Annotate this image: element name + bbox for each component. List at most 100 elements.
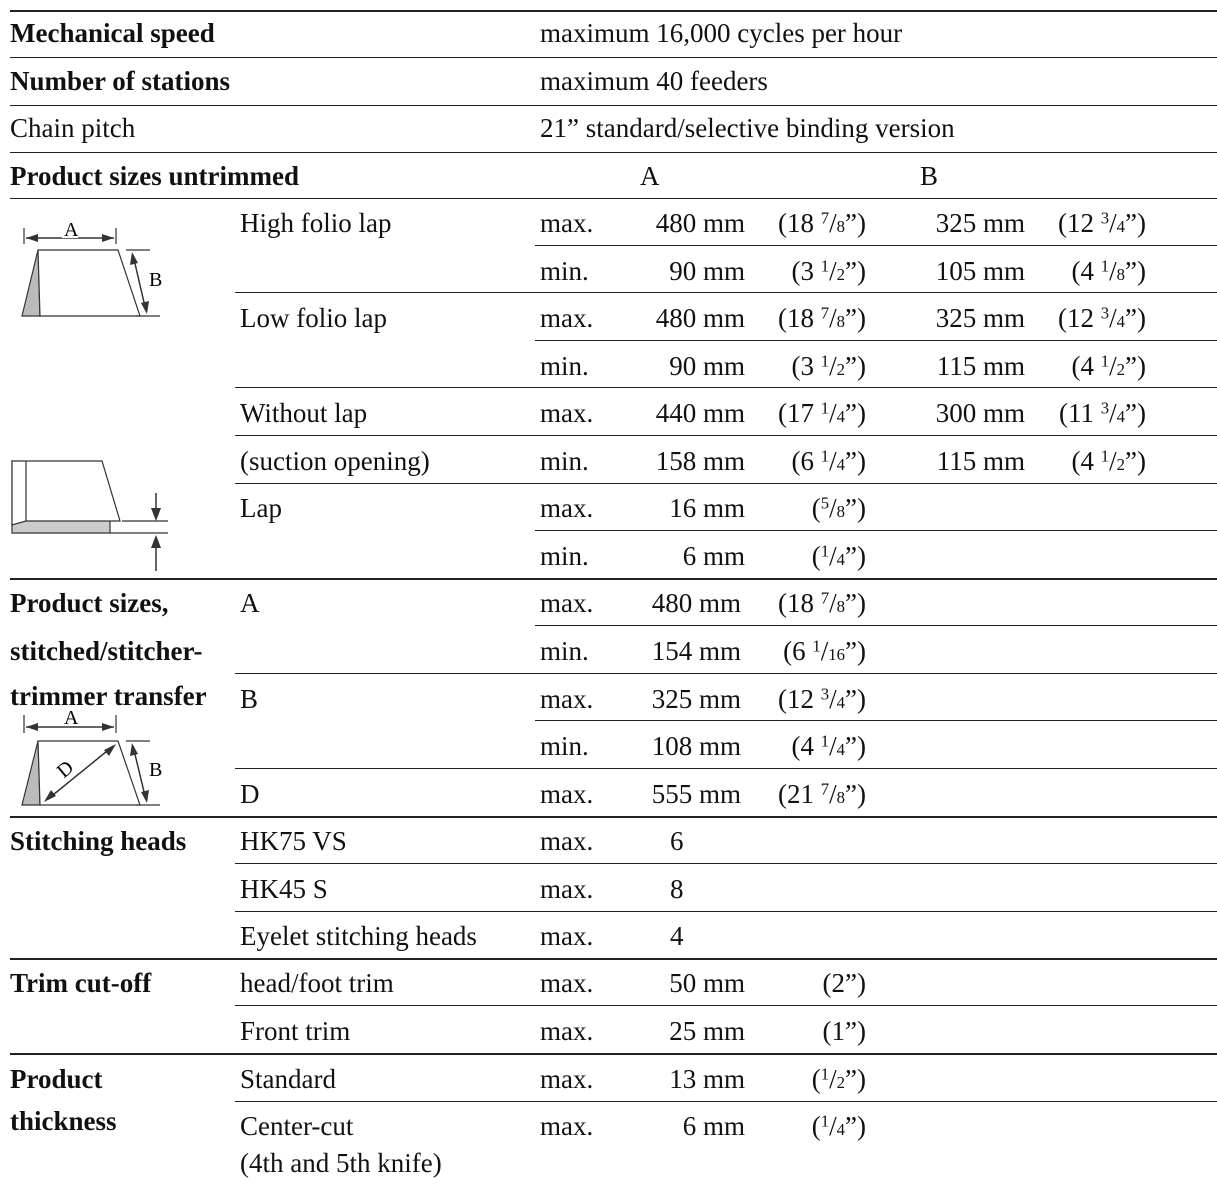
eyelet-label: Eyelet stitching heads [240, 921, 477, 951]
min-label: min. [540, 446, 589, 476]
stations-label: Number of stations [10, 66, 231, 96]
high-folio-lap-label: High folio lap [240, 208, 392, 238]
stitched-value-inch: (4 1/4”) [791, 731, 867, 761]
max-label: max. [540, 588, 594, 618]
mechanical-speed-value: maximum 16,000 cycles per hour [540, 18, 903, 48]
rule [10, 57, 1217, 58]
value-a-mm: 90 mm [669, 256, 745, 286]
stitched-value-mm: 325 mm [651, 684, 741, 714]
stitched-value-inch: (12 3/4”) [778, 684, 866, 714]
center-cut-label: Center-cut [240, 1111, 354, 1141]
stitched-value-mm: 154 mm [651, 636, 741, 666]
max-label: max. [540, 826, 594, 856]
value-b-inch: (4 1/2”) [1071, 446, 1147, 476]
dimension-a-label: A [64, 707, 79, 729]
dimension-b-label: B [149, 759, 162, 781]
stitched-b-label: B [240, 684, 259, 714]
rule [535, 245, 1217, 246]
min-label: min. [540, 731, 589, 761]
thickness-value-inch: (1/2”) [811, 1064, 866, 1094]
stitched-a-label: A [240, 588, 260, 618]
dimension-a-label: A [64, 219, 79, 241]
rule [535, 530, 1217, 531]
thickness-value-mm: 6 mm [682, 1111, 745, 1141]
value-a-mm: 16 mm [669, 493, 745, 523]
stitched-value-mm: 480 mm [651, 588, 741, 618]
eyelet-count: 4 [670, 921, 684, 951]
chain-pitch-value: 21” standard/selective binding version [540, 113, 955, 143]
column-a-header: A [640, 161, 660, 191]
min-label: min. [540, 256, 589, 286]
hk45-label: HK45 S [240, 874, 328, 904]
value-b-inch: (12 3/4”) [1058, 303, 1146, 333]
stations-value: maximum 40 feeders [540, 66, 768, 96]
rule [535, 340, 1217, 341]
stitched-value-inch: (6 1/16”) [783, 636, 866, 666]
stitched-heading-line-3: trimmer transfer [10, 681, 209, 711]
hk45-count: 8 [670, 874, 684, 904]
rule [10, 105, 1217, 106]
max-label: max. [540, 493, 594, 523]
rule [235, 911, 1217, 912]
stitched-value-inch: (21 7/8”) [778, 779, 866, 809]
lap-diagram [11, 459, 168, 571]
stitched-d-label: D [240, 779, 260, 809]
rule [235, 863, 1217, 864]
value-a-inch: (5/8”) [811, 493, 866, 523]
hk75-label: HK75 VS [240, 826, 347, 856]
rule [10, 198, 1217, 199]
rule [235, 387, 1217, 388]
rule [10, 816, 1217, 818]
max-label: max. [540, 208, 594, 238]
sizes-untrimmed-heading: Product sizes untrimmed [10, 161, 299, 191]
value-b-mm: 325 mm [935, 303, 1025, 333]
value-b-mm: 105 mm [935, 256, 1025, 286]
knife-note: (4th and 5th knife) [240, 1148, 442, 1178]
rule [10, 578, 1217, 580]
value-b-mm: 325 mm [935, 208, 1025, 238]
folio-lap-diagram: A B [21, 219, 162, 317]
value-b-mm: 115 mm [936, 446, 1025, 476]
max-label: max. [540, 1016, 594, 1046]
standard-label: Standard [240, 1064, 336, 1094]
rule [235, 435, 1217, 436]
max-label: max. [540, 779, 594, 809]
value-a-inch: (17 1/4”) [778, 398, 866, 428]
dimension-b-label: B [149, 269, 162, 291]
rule [235, 1101, 1217, 1102]
value-a-inch: (18 7/8”) [778, 303, 866, 333]
rule [535, 720, 1217, 721]
rule [10, 958, 1217, 960]
max-label: max. [540, 968, 594, 998]
rule [235, 483, 1217, 484]
low-folio-lap-label: Low folio lap [240, 303, 387, 333]
thickness-heading-line-1: Product [10, 1064, 103, 1094]
thickness-heading-line-2: thickness [10, 1106, 117, 1136]
head-foot-trim-label: head/foot trim [240, 968, 394, 998]
value-b-inch: (4 1/8”) [1071, 256, 1147, 286]
value-a-inch: (3 1/2”) [791, 256, 867, 286]
value-a-mm: 158 mm [655, 446, 745, 476]
value-b-mm: 300 mm [935, 398, 1025, 428]
stitched-product-diagram: A D B [21, 707, 162, 806]
value-b-mm: 115 mm [936, 351, 1025, 381]
value-a-inch: (18 7/8”) [778, 208, 866, 238]
value-b-inch: (4 1/2”) [1071, 351, 1147, 381]
thickness-value-inch: (1/4”) [811, 1111, 866, 1141]
suction-opening-label: (suction opening) [240, 446, 430, 476]
max-label: max. [540, 1064, 594, 1094]
stitched-heading-line-1: Product sizes, [10, 588, 169, 618]
rule [10, 152, 1217, 153]
value-a-mm: 90 mm [669, 351, 745, 381]
trim-value-inch: (2”) [822, 968, 866, 998]
rule-top [10, 10, 1217, 12]
max-label: max. [540, 398, 594, 428]
stitching-heads-heading: Stitching heads [10, 826, 187, 856]
column-b-header: B [920, 161, 939, 191]
value-a-mm: 440 mm [655, 398, 745, 428]
min-label: min. [540, 541, 589, 571]
rule [235, 1005, 1217, 1006]
front-trim-label: Front trim [240, 1016, 351, 1046]
trim-heading: Trim cut-off [10, 968, 152, 998]
trim-value-mm: 25 mm [669, 1016, 745, 1046]
